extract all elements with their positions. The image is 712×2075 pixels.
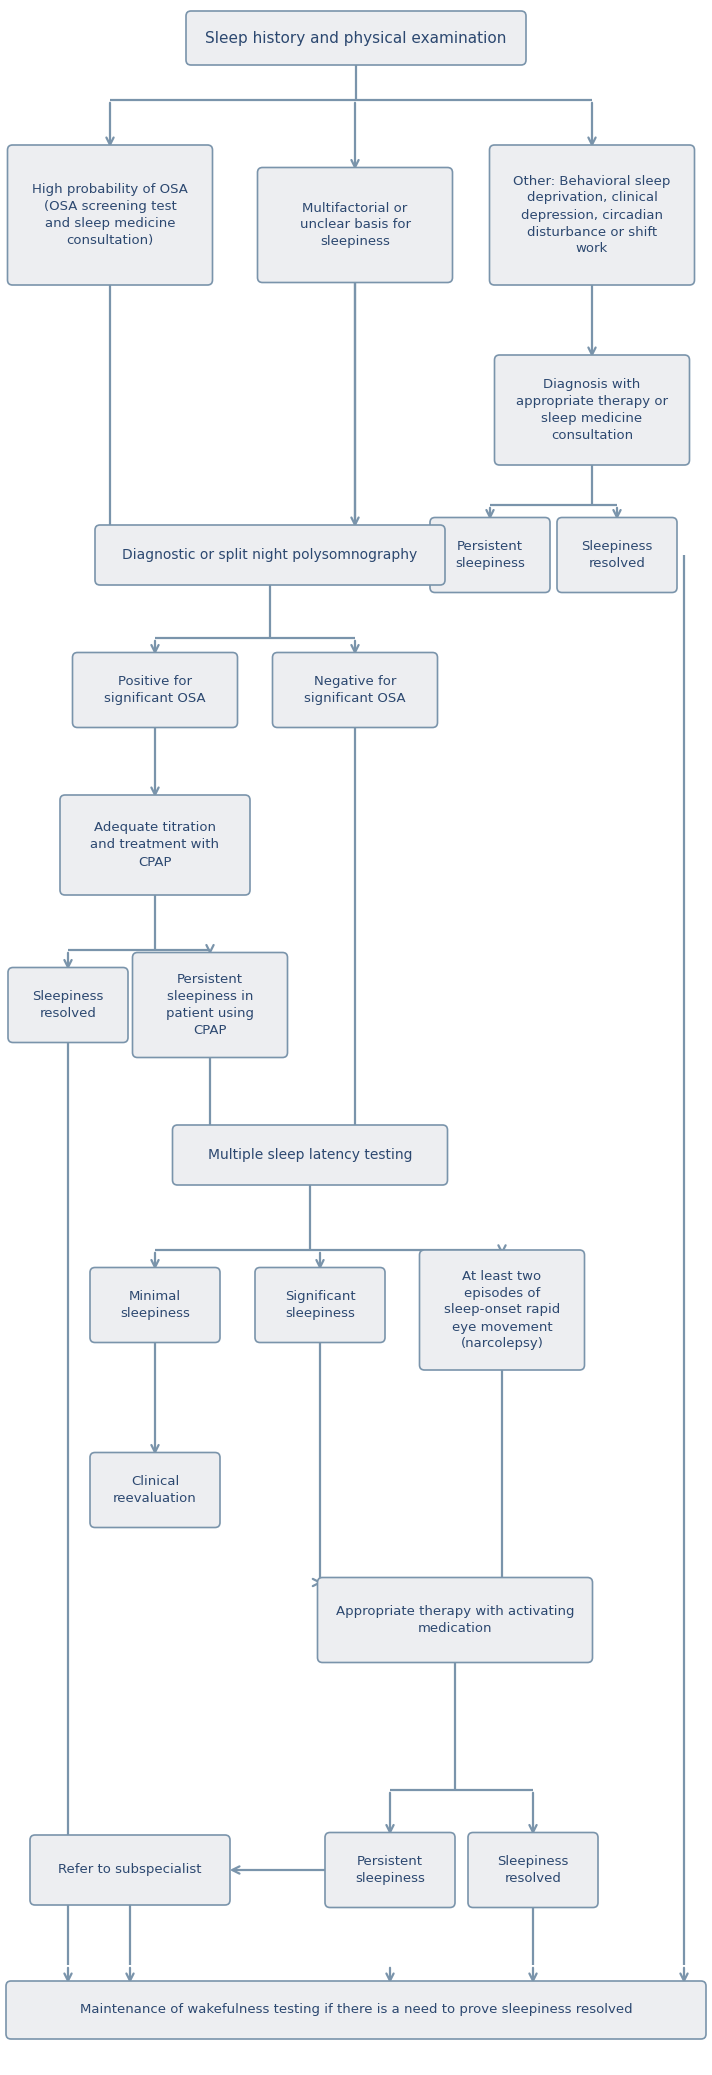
FancyBboxPatch shape (90, 1452, 220, 1527)
FancyBboxPatch shape (318, 1577, 592, 1662)
Text: Maintenance of wakefulness testing if there is a need to prove sleepiness resolv: Maintenance of wakefulness testing if th… (80, 2004, 632, 2017)
FancyBboxPatch shape (6, 1982, 706, 2040)
Text: Refer to subspecialist: Refer to subspecialist (58, 1863, 201, 1876)
FancyBboxPatch shape (186, 10, 526, 64)
FancyBboxPatch shape (258, 168, 453, 282)
Text: Persistent
sleepiness: Persistent sleepiness (455, 540, 525, 571)
FancyBboxPatch shape (468, 1832, 598, 1907)
FancyBboxPatch shape (30, 1834, 230, 1905)
Text: Multiple sleep latency testing: Multiple sleep latency testing (208, 1147, 412, 1162)
FancyBboxPatch shape (60, 795, 250, 894)
Text: Diagnostic or split night polysomnography: Diagnostic or split night polysomnograph… (122, 548, 418, 562)
FancyBboxPatch shape (495, 355, 689, 465)
FancyBboxPatch shape (132, 952, 288, 1058)
FancyBboxPatch shape (325, 1832, 455, 1907)
Text: Adequate titration
and treatment with
CPAP: Adequate titration and treatment with CP… (90, 822, 219, 869)
Text: Sleep history and physical examination: Sleep history and physical examination (205, 31, 507, 46)
FancyBboxPatch shape (273, 652, 437, 728)
Text: Negative for
significant OSA: Negative for significant OSA (304, 674, 406, 706)
FancyBboxPatch shape (255, 1268, 385, 1343)
Text: Multifactorial or
unclear basis for
sleepiness: Multifactorial or unclear basis for slee… (300, 201, 411, 249)
Text: Positive for
significant OSA: Positive for significant OSA (104, 674, 206, 706)
FancyBboxPatch shape (419, 1249, 585, 1370)
Text: Clinical
reevaluation: Clinical reevaluation (113, 1475, 197, 1504)
FancyBboxPatch shape (490, 145, 694, 284)
FancyBboxPatch shape (557, 517, 677, 593)
Text: Significant
sleepiness: Significant sleepiness (285, 1291, 355, 1320)
Text: At least two
episodes of
sleep-onset rapid
eye movement
(narcolepsy): At least two episodes of sleep-onset rap… (444, 1270, 560, 1351)
FancyBboxPatch shape (172, 1125, 448, 1185)
FancyBboxPatch shape (8, 145, 212, 284)
Text: Diagnosis with
appropriate therapy or
sleep medicine
consultation: Diagnosis with appropriate therapy or sl… (516, 378, 668, 442)
Text: Appropriate therapy with activating
medication: Appropriate therapy with activating medi… (336, 1604, 575, 1635)
Text: High probability of OSA
(OSA screening test
and sleep medicine
consultation): High probability of OSA (OSA screening t… (32, 183, 188, 247)
Text: Persistent
sleepiness in
patient using
CPAP: Persistent sleepiness in patient using C… (166, 973, 254, 1038)
Text: Sleepiness
resolved: Sleepiness resolved (32, 990, 104, 1021)
Text: Sleepiness
resolved: Sleepiness resolved (497, 1855, 569, 1884)
Text: Sleepiness
resolved: Sleepiness resolved (581, 540, 653, 571)
FancyBboxPatch shape (430, 517, 550, 593)
FancyBboxPatch shape (90, 1268, 220, 1343)
Text: Other: Behavioral sleep
deprivation, clinical
depression, circadian
disturbance : Other: Behavioral sleep deprivation, cli… (513, 174, 671, 255)
Text: Minimal
sleepiness: Minimal sleepiness (120, 1291, 190, 1320)
FancyBboxPatch shape (8, 967, 128, 1042)
Text: Persistent
sleepiness: Persistent sleepiness (355, 1855, 425, 1884)
FancyBboxPatch shape (95, 525, 445, 585)
FancyBboxPatch shape (73, 652, 238, 728)
